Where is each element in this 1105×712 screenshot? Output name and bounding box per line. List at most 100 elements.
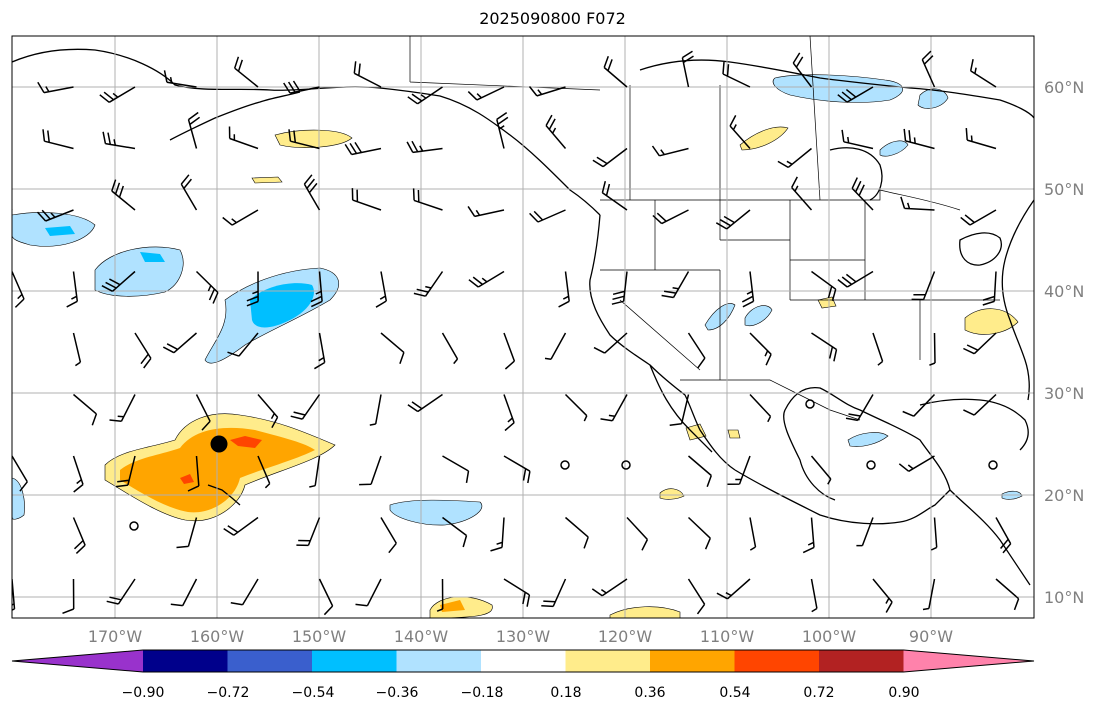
- colorbar-tick-labels: −0.90 −0.72 −0.54 −0.36 −0.18 0.18 0.36 …: [122, 685, 920, 701]
- wind-barb: [669, 394, 690, 427]
- wind-barb: [503, 455, 531, 484]
- wind-barb: [290, 394, 321, 420]
- wind-barb: [503, 578, 531, 607]
- wind-barb: [603, 55, 628, 88]
- wind-barb: [592, 147, 628, 168]
- great-lakes: [959, 232, 1002, 266]
- wind-barb: [314, 332, 326, 370]
- colorbar-segment: [396, 650, 482, 672]
- wind-barb: [309, 455, 321, 488]
- wind-barb: [99, 86, 136, 103]
- wind-barb: [468, 270, 505, 288]
- wind-barb: [228, 126, 259, 150]
- wind-barb: [195, 270, 219, 304]
- wind-barb: [741, 271, 755, 308]
- wind-barb: [995, 578, 1020, 611]
- wind-barb: [749, 332, 772, 366]
- lon-label: 140°W: [394, 627, 449, 646]
- wind-barb: [442, 516, 468, 548]
- colorbar-segment: [819, 650, 904, 672]
- graticule: [12, 36, 1034, 618]
- wind-barb: [903, 128, 935, 150]
- east-coast: [1001, 199, 1034, 401]
- wind-barb: [12, 208, 13, 210]
- wind-barb: [810, 455, 832, 485]
- wind-barb: [72, 455, 84, 493]
- wind-barb: [496, 111, 509, 149]
- wind-barb: [344, 141, 382, 156]
- wind-barb: [467, 205, 505, 218]
- wind-barb: [176, 517, 198, 549]
- wind-barb: [257, 394, 279, 429]
- wind-barb: [802, 517, 815, 554]
- wind-barb: [111, 179, 136, 211]
- wind-barb: [467, 86, 505, 101]
- anomaly-shading: [12, 74, 1023, 618]
- wind-barb: [246, 271, 259, 307]
- west-coast-us: [589, 214, 736, 471]
- wind-barb: [544, 332, 567, 360]
- wind-barb: [12, 517, 13, 523]
- wind-barb: [687, 332, 706, 369]
- wind-barb: [811, 332, 838, 362]
- wind-barb: [359, 455, 382, 486]
- wind-barb: [591, 578, 628, 597]
- map-title: 2025090800 F072: [479, 9, 626, 28]
- colorbar-tick-label: −0.90: [122, 685, 165, 701]
- wind-barb: [73, 393, 98, 426]
- wind-barb: [837, 86, 874, 103]
- wind-barb: [792, 52, 813, 88]
- colorbar-segment: [565, 650, 651, 672]
- wind-barb: [965, 128, 997, 150]
- wind-barb: [227, 332, 259, 357]
- wind-barb: [72, 332, 82, 367]
- wind-barb: [288, 129, 320, 150]
- wind-barb: [106, 578, 136, 605]
- wind-barb: [541, 578, 567, 608]
- wind-barb: [407, 393, 443, 413]
- wind-barb: [310, 271, 323, 308]
- wind-barb: [490, 517, 505, 552]
- colorbar-tick-label: −0.18: [461, 685, 504, 701]
- wind-barb: [898, 455, 935, 472]
- lon-label: 100°W: [802, 627, 857, 646]
- wind-barb: [12, 394, 13, 396]
- hudson-bay: [829, 147, 883, 201]
- wind-barb: [963, 393, 997, 416]
- wind-barb: [503, 332, 516, 370]
- colorbar-tick-label: 0.90: [888, 685, 919, 701]
- wind-barb: [601, 181, 628, 211]
- wind-barb: [729, 115, 751, 149]
- wind-barb: [436, 578, 444, 612]
- colorbar-tick-label: 0.54: [719, 685, 750, 701]
- wind-barb: [716, 578, 751, 600]
- wind-barb: [134, 332, 152, 369]
- colorbar-segment: [227, 650, 313, 672]
- wind-barb: [651, 145, 689, 157]
- wind-barb: [593, 332, 628, 354]
- colorbar-segment: [481, 650, 566, 672]
- wind-barb: [195, 394, 211, 431]
- wind-barb: [369, 394, 382, 426]
- latitude-labels: 60°N 50°N 40°N 30°N 20°N 10°N: [1044, 78, 1084, 607]
- cold-anomaly-us-sw2: [744, 305, 773, 327]
- calm-circle: [866, 460, 876, 470]
- wind-barb: [303, 174, 321, 211]
- wind-barb: [296, 517, 321, 547]
- wind-barb: [12, 271, 25, 308]
- wind-barb: [12, 147, 13, 149]
- lon-label: 110°W: [700, 627, 755, 646]
- wind-barb: [929, 332, 936, 366]
- warm-anomaly-hawaii-core: [230, 436, 262, 448]
- wind-barb: [380, 517, 397, 554]
- wind-barb: [687, 516, 711, 550]
- wind-barb: [921, 50, 936, 88]
- wind-barb: [230, 578, 259, 606]
- wind-barb: [902, 393, 936, 417]
- hawaii: [207, 484, 241, 506]
- wind-barb: [900, 196, 935, 211]
- wind-barb: [375, 271, 388, 308]
- wind-barb: [36, 209, 74, 222]
- wind-barb: [442, 455, 470, 484]
- lat-label: 10°N: [1044, 588, 1084, 607]
